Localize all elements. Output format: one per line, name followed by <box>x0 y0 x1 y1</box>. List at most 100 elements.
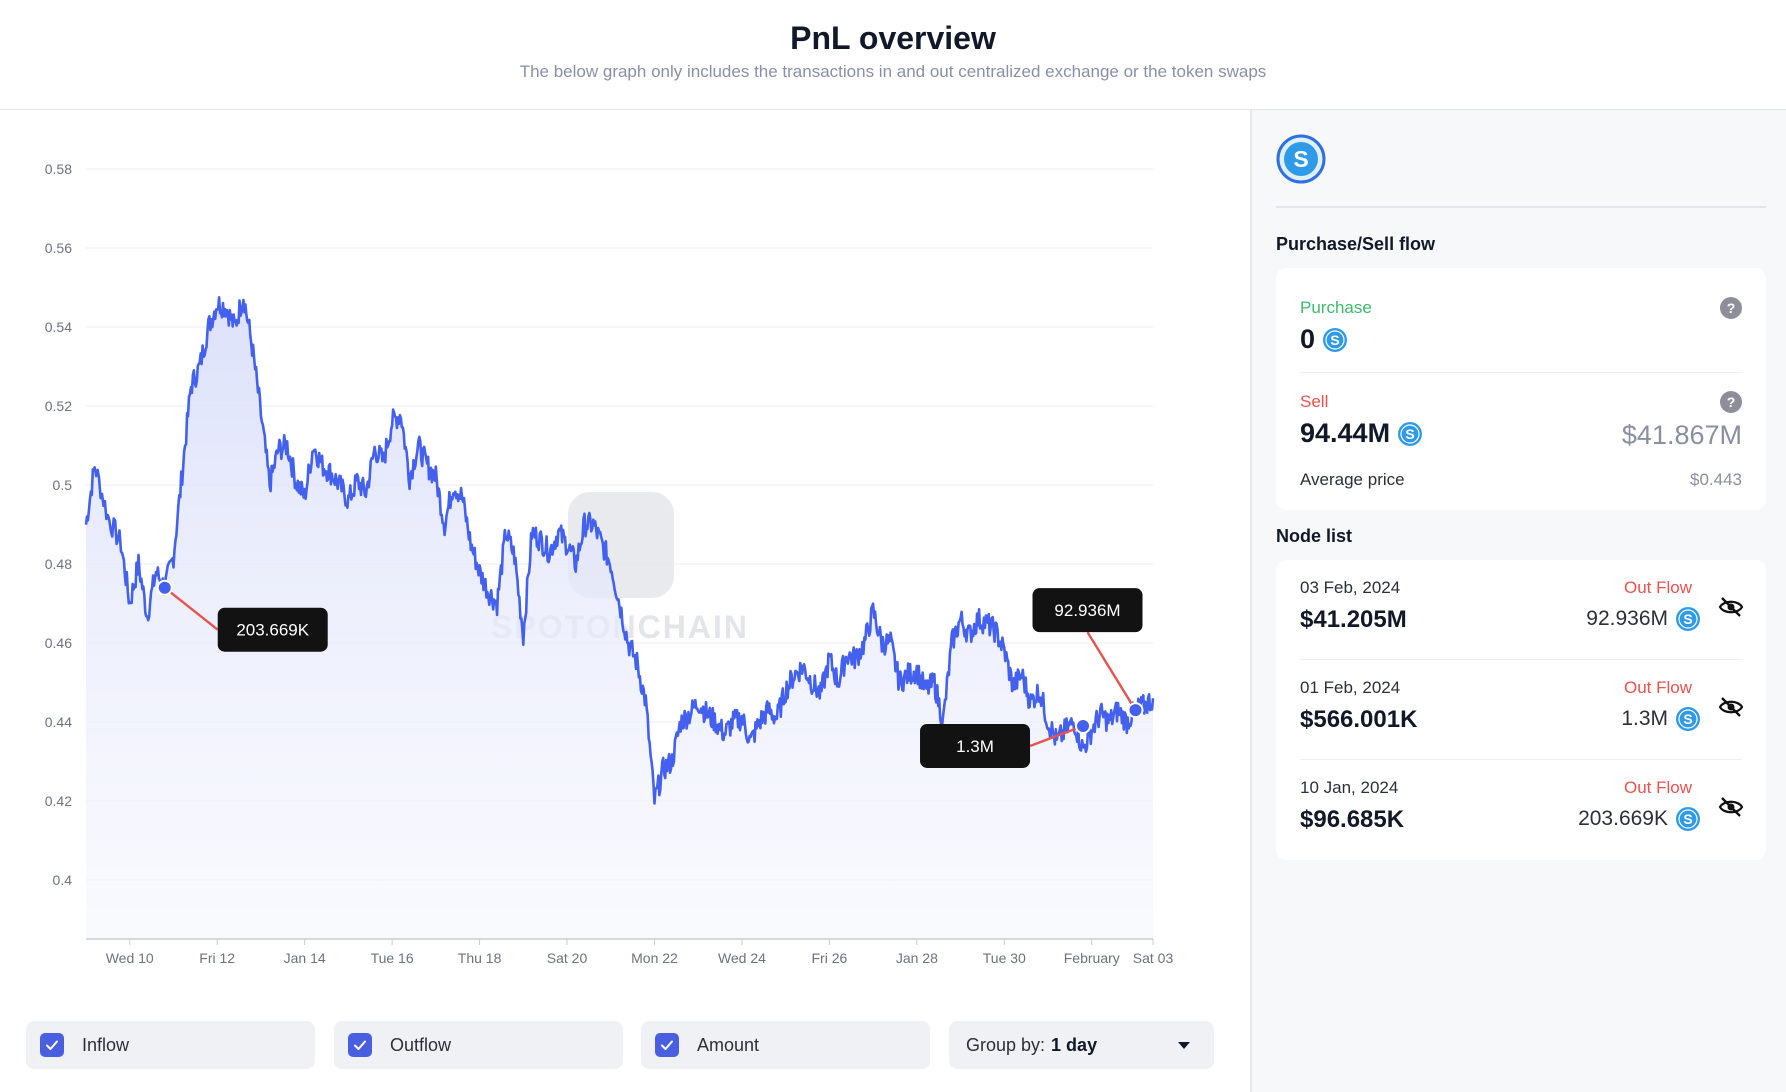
node-separator <box>1300 659 1742 660</box>
purchase-sell-card: Purchase ? 0 S Sell ? 94.44M S $41.867M … <box>1276 268 1766 510</box>
svg-text:S: S <box>1405 426 1414 442</box>
sand-s-icon: S <box>1676 607 1700 631</box>
series-area <box>86 297 1153 939</box>
purchase-value-row: 0 S <box>1300 324 1348 355</box>
y-tick-label: 0.58 <box>45 161 72 177</box>
y-tick-label: 0.54 <box>45 319 72 335</box>
amount-checkbox[interactable] <box>655 1033 679 1057</box>
marker-connector <box>163 586 219 631</box>
x-tick-label: Sat 03 <box>1133 950 1174 966</box>
inflow-label: Inflow <box>82 1034 130 1055</box>
chevron-down-icon <box>1178 1042 1190 1049</box>
average-price-value: $0.443 <box>1690 470 1742 489</box>
page-title: PnL overview <box>790 20 996 56</box>
x-tick-label: Sat 20 <box>547 950 588 966</box>
marker-tooltip <box>217 607 328 652</box>
inflow-checkbox[interactable] <box>40 1033 64 1057</box>
x-tick-label: Mon 22 <box>631 950 678 966</box>
node-amount: 92.936M <box>1586 607 1668 630</box>
sell-usd-value: $41.867M <box>1621 420 1742 450</box>
marker-label: 1.3M <box>956 737 994 756</box>
eye-off-icon[interactable] <box>1718 796 1744 818</box>
y-tick-label: 0.4 <box>53 872 73 888</box>
node-item[interactable]: 03 Feb, 2024 $41.205M Out Flow 92.936M S <box>1276 560 1766 660</box>
node-item[interactable]: 10 Jan, 2024 $96.685K Out Flow 203.669K … <box>1276 760 1766 860</box>
svg-text:S: S <box>1330 332 1339 348</box>
check-icon <box>354 1040 366 1050</box>
x-tick-label: Fri 12 <box>199 950 235 966</box>
y-tick-label: 0.42 <box>45 793 72 809</box>
card-separator <box>1300 372 1742 373</box>
node-amount: 203.669K <box>1578 807 1668 830</box>
eye-off-icon[interactable] <box>1718 596 1744 618</box>
node-date: 03 Feb, 2024 <box>1300 578 1401 597</box>
x-tick-label: Thu 18 <box>458 950 502 966</box>
average-price-label: Average price <box>1300 470 1405 489</box>
svg-text:S: S <box>1683 811 1692 827</box>
marker-connector <box>1086 631 1137 711</box>
purchase-value: 0 <box>1300 324 1316 354</box>
inflow-toggle[interactable]: Inflow <box>26 1021 315 1069</box>
node-usd-value: $41.205M <box>1300 606 1407 633</box>
y-tick-label: 0.48 <box>45 556 72 572</box>
marker-point <box>156 579 173 596</box>
y-tick-label: 0.52 <box>45 398 72 414</box>
x-tick-label: Jan 14 <box>284 950 326 966</box>
x-tick-label: February <box>1064 950 1120 966</box>
sell-value: 94.44M <box>1300 418 1391 448</box>
node-usd-value: $96.685K <box>1300 806 1405 833</box>
eye-off-icon[interactable] <box>1718 696 1744 718</box>
y-tick-label: 0.44 <box>45 714 72 730</box>
amount-toggle[interactable]: Amount <box>641 1021 930 1069</box>
node-flow-type: Out Flow <box>1623 778 1692 797</box>
node-date: 10 Jan, 2024 <box>1300 778 1399 797</box>
side-divider <box>1276 206 1766 208</box>
marker-tooltip <box>920 723 1031 768</box>
node-flow-type: Out Flow <box>1623 578 1692 597</box>
svg-text:S: S <box>1683 611 1692 627</box>
help-icon[interactable]: ? <box>1720 391 1742 413</box>
node-item[interactable]: 01 Feb, 2024 $566.001K Out Flow 1.3M S <box>1276 660 1766 760</box>
series-line <box>84 296 1155 805</box>
marker-point <box>1075 717 1092 734</box>
sell-label: Sell <box>1300 392 1329 411</box>
group-by-select[interactable]: Group by: 1 day <box>949 1021 1214 1069</box>
node-list-title: Node list <box>1276 526 1353 546</box>
y-tick-label: 0.46 <box>45 635 72 651</box>
sand-s-icon: S <box>1398 421 1423 446</box>
group-by-label: Group by: <box>966 1034 1046 1055</box>
x-tick-label: Wed 10 <box>106 950 154 966</box>
token-side-panel: S Purchase/Sell flow Purchase ? 0 S Sell… <box>1252 110 1786 1092</box>
marker-point <box>1127 702 1144 719</box>
y-tick-label: 0.5 <box>53 477 73 493</box>
x-tick-label: Fri 26 <box>812 950 848 966</box>
marker-label: 92.936M <box>1054 601 1120 620</box>
sand-s-icon: S <box>1323 327 1348 352</box>
x-tick-label: Jan 28 <box>896 950 938 966</box>
sand-s-icon: S <box>1276 134 1326 184</box>
node-amount-row: 203.669K S <box>1578 807 1700 831</box>
node-amount-row: 1.3M S <box>1621 707 1700 731</box>
outflow-toggle[interactable]: Outflow <box>334 1021 623 1069</box>
marker-connector <box>1029 724 1084 748</box>
node-separator <box>1300 759 1742 760</box>
outflow-checkbox[interactable] <box>348 1033 372 1057</box>
node-date: 01 Feb, 2024 <box>1300 678 1401 697</box>
node-usd-value: $566.001K <box>1300 706 1418 733</box>
purchase-label: Purchase <box>1300 298 1372 317</box>
page-header: PnL overview The below graph only includ… <box>0 0 1786 110</box>
node-list-card: 03 Feb, 2024 $41.205M Out Flow 92.936M S… <box>1276 560 1766 860</box>
purchase-sell-title: Purchase/Sell flow <box>1276 234 1436 254</box>
outflow-label: Outflow <box>390 1034 452 1055</box>
sell-value-row: 94.44M S <box>1300 418 1423 449</box>
marker-tooltip <box>1032 588 1143 633</box>
help-icon[interactable]: ? <box>1720 297 1742 319</box>
sand-s-icon: S <box>1676 807 1700 831</box>
pnl-chart: 0.580.560.540.520.50.480.460.440.420.4SP… <box>45 161 1174 966</box>
x-tick-label: Tue 16 <box>371 950 414 966</box>
check-icon <box>46 1040 58 1050</box>
check-icon <box>661 1040 673 1050</box>
x-tick-label: Wed 24 <box>718 950 766 966</box>
page-subtitle: The below graph only includes the transa… <box>519 62 1267 81</box>
node-flow-type: Out Flow <box>1623 678 1692 697</box>
